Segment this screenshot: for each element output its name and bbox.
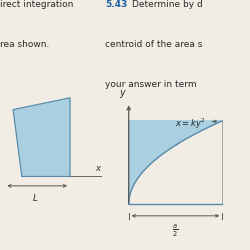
Text: $y$: $y$	[119, 88, 127, 100]
Text: irect integration: irect integration	[0, 0, 74, 9]
Text: $L$: $L$	[32, 192, 38, 203]
Polygon shape	[13, 98, 70, 176]
Text: $\frac{a}{2}$: $\frac{a}{2}$	[172, 222, 179, 239]
Text: Determine by d: Determine by d	[132, 0, 203, 9]
Text: $x$: $x$	[95, 164, 102, 173]
Text: 5.43: 5.43	[105, 0, 127, 9]
Text: centroid of the area s: centroid of the area s	[105, 40, 202, 49]
Polygon shape	[129, 121, 222, 204]
Text: rea shown.: rea shown.	[0, 40, 50, 49]
Text: $x = ky^2$: $x = ky^2$	[176, 116, 217, 131]
Text: your answer in term: your answer in term	[105, 80, 196, 89]
